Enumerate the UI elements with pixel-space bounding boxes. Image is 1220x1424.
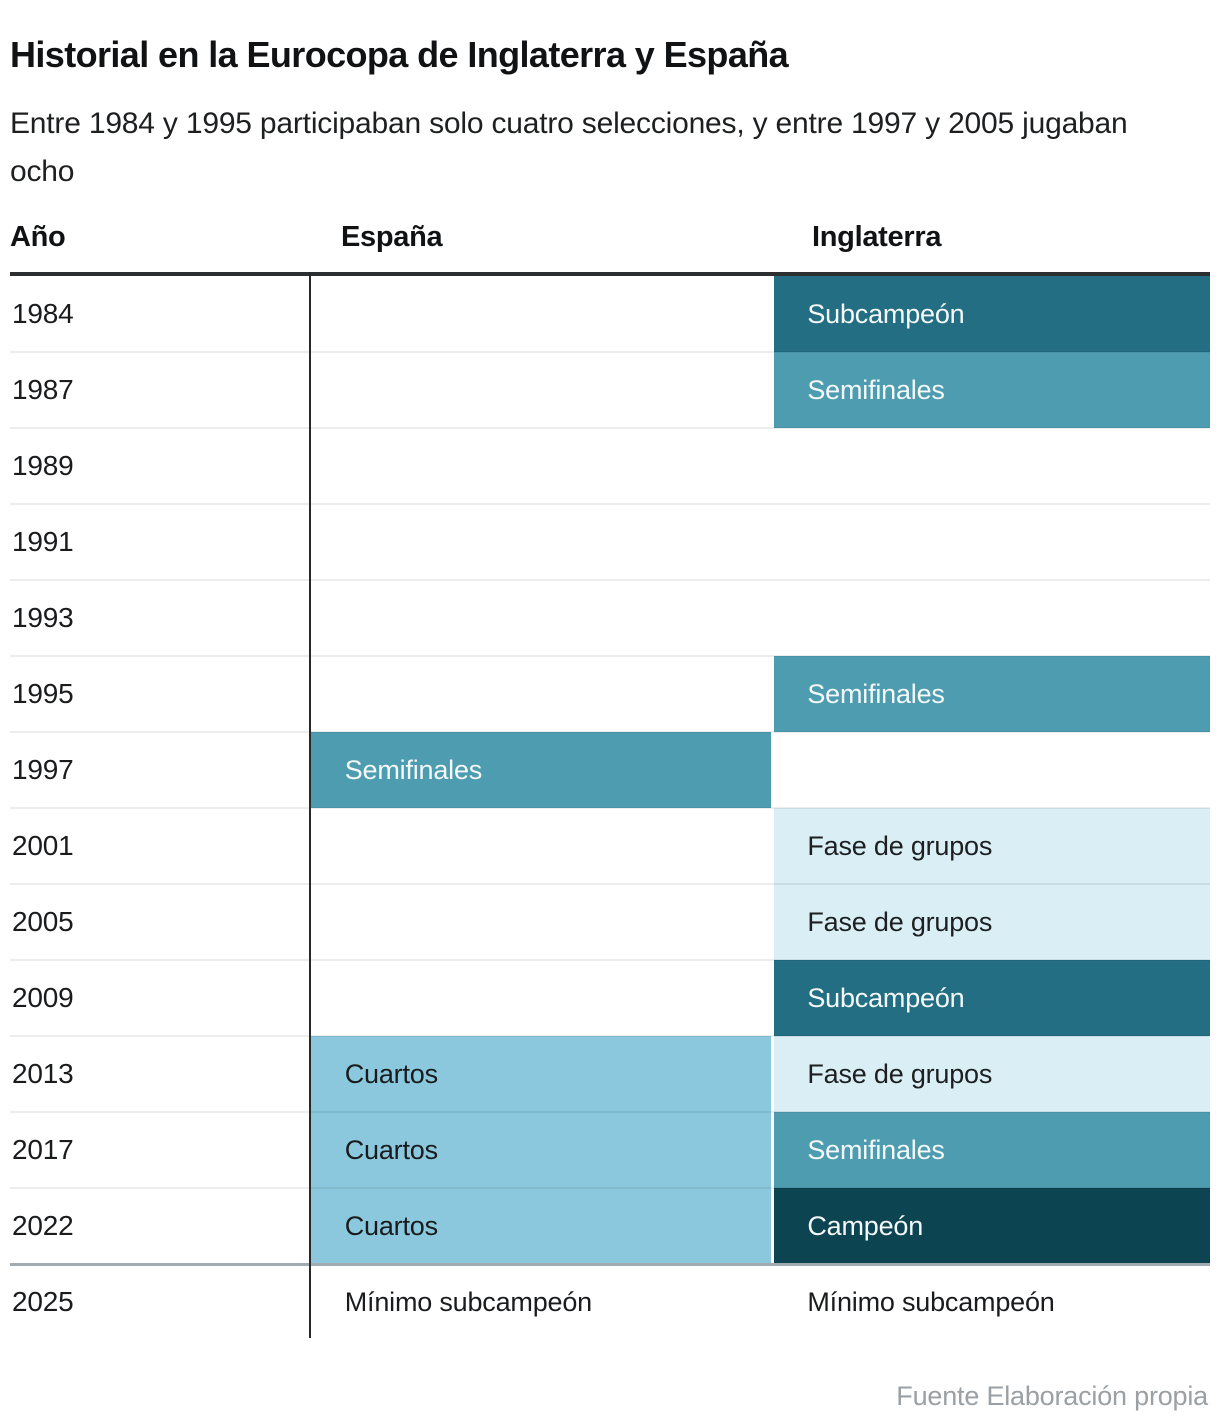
england-result-cell: Fase de grupos: [774, 1036, 1210, 1112]
year-cell: 2013: [12, 1058, 74, 1089]
table-row: 2005 Fase de grupos: [10, 884, 1210, 961]
spain-result-cell: [311, 428, 772, 504]
spain-result-cell: Mínimo subcampeón: [344, 1286, 592, 1317]
england-result-cell: Fase de grupos: [774, 808, 1210, 884]
spain-result-cell: [311, 960, 772, 1036]
england-result-cell: Subcampeón: [774, 276, 1210, 352]
england-result-cell: Campeón: [774, 1188, 1210, 1264]
spain-result-cell: [311, 276, 772, 352]
year-cell: 1997: [12, 754, 74, 785]
year-cell: 1991: [12, 526, 74, 557]
table-row: 1989: [10, 428, 1210, 505]
table-row: 2001 Fase de grupos: [10, 808, 1210, 885]
table-row: 2025 Mínimo subcampeón Mínimo subcampeón: [10, 1264, 1210, 1340]
year-cell: 1984: [12, 298, 74, 329]
year-column-divider-line: [309, 272, 311, 1338]
spain-result-cell: [311, 808, 772, 884]
table-row: 2013 Cuartos Fase de grupos: [10, 1036, 1210, 1113]
spain-result-cell: Cuartos: [310, 1036, 772, 1112]
year-cell: 2009: [12, 982, 74, 1013]
england-result-cell: Semifinales: [774, 352, 1210, 428]
column-header-spain: España: [341, 221, 443, 253]
page-title: Historial en la Eurocopa de Inglaterra y…: [10, 34, 789, 76]
year-cell: 2001: [12, 830, 74, 861]
spain-result-cell: Cuartos: [310, 1112, 772, 1188]
spain-result-cell: [311, 884, 772, 960]
england-result-cell: [774, 580, 1210, 656]
table-row: 1995 Semifinales: [10, 656, 1210, 733]
table-header-rule: [10, 272, 1210, 276]
spain-result-cell: Semifinales: [310, 732, 772, 808]
england-result-cell: [774, 428, 1210, 504]
table-row: 2022 Cuartos Campeón: [10, 1188, 1210, 1266]
year-cell: 1987: [12, 374, 74, 405]
england-result-cell: Fase de grupos: [774, 884, 1210, 960]
spain-result-cell: [311, 580, 772, 656]
england-result-cell: [774, 732, 1210, 808]
year-cell: 2022: [12, 1210, 74, 1241]
england-result-cell: Subcampeón: [774, 960, 1210, 1036]
year-cell: 1993: [12, 602, 74, 633]
spain-result-cell: [311, 352, 772, 428]
results-table: 1984 Subcampeón 1987 Semifinales 1989 1991 199…: [10, 272, 1210, 1340]
table-row: 1991: [10, 504, 1210, 581]
year-cell: 1995: [12, 678, 74, 709]
spain-result-cell: [311, 504, 772, 580]
chart-subtitle: Entre 1984 y 1995 participaban solo cuat…: [10, 107, 1128, 188]
table-row: 2017 Cuartos Semifinales: [10, 1112, 1210, 1189]
table-row: 1993: [10, 580, 1210, 657]
table-row: 2009 Subcampeón: [10, 960, 1210, 1037]
year-cell: 1989: [12, 450, 74, 481]
england-result-cell: [774, 504, 1210, 580]
england-result-cell: Semifinales: [774, 656, 1210, 732]
table-row: 1987 Semifinales: [10, 352, 1210, 429]
results-table-body: 1984 Subcampeón 1987 Semifinales 1989 1991 199…: [10, 276, 1210, 1340]
year-cell: 2017: [12, 1134, 74, 1165]
england-result-cell: Mínimo subcampeón: [807, 1286, 1055, 1317]
column-header-england: Inglaterra: [812, 221, 942, 253]
table-row: 1997 Semifinales: [10, 732, 1210, 809]
spain-result-cell: [311, 656, 772, 732]
england-result-cell: Semifinales: [774, 1112, 1210, 1188]
spain-result-cell: Cuartos: [310, 1188, 772, 1264]
column-header-year: Año: [10, 221, 66, 253]
source-note: Fuente Elaboración propia: [896, 1381, 1208, 1411]
table-row: 1984 Subcampeón: [10, 276, 1210, 353]
year-cell: 2005: [12, 906, 74, 937]
year-cell: 2025: [12, 1286, 74, 1317]
